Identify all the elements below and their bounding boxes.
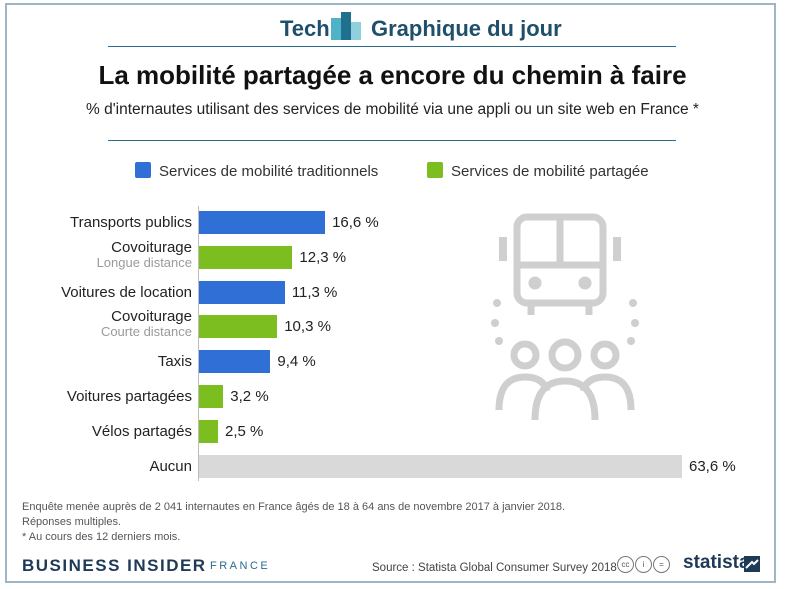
category-label-text: Voitures partagées <box>66 388 192 405</box>
category-label: Transports publics <box>70 214 192 231</box>
data-label: 11,3 % <box>291 283 338 301</box>
category-label-text: Aucun <box>149 457 192 475</box>
legend-swatch-shared <box>427 162 443 178</box>
category-label: Vélos partagés <box>92 423 192 440</box>
source-text: Source : Statista Global Consumer Survey… <box>372 562 617 574</box>
mobility-illustration <box>491 213 639 421</box>
legend-label-shared: Services de mobilité partagée <box>451 163 649 180</box>
legend-item-shared: Services de mobilité partagée <box>427 162 649 180</box>
brand-country: FRANCE <box>210 560 271 572</box>
footnote-period: * Au cours des 12 derniers mois. <box>22 531 181 543</box>
subtitle-divider <box>108 140 676 141</box>
category-sublabel: Longue distance <box>96 254 192 270</box>
cc-icon: cc <box>617 556 634 573</box>
legend-item-traditional: Services de mobilité traditionnels <box>135 162 378 180</box>
category-label: Aucun <box>149 458 192 475</box>
category-label: Voitures partagées <box>67 388 192 405</box>
category-label-text: Taxis <box>157 353 192 371</box>
bar <box>199 419 218 443</box>
header-tech: Tech <box>280 16 330 41</box>
bar <box>199 211 326 234</box>
category-sublabel: Courte distance <box>100 324 192 340</box>
data-label: 9,4 % <box>277 353 316 371</box>
bar <box>199 454 682 478</box>
data-label: 3,2 % <box>230 388 269 405</box>
legend-label-traditional: Services de mobilité traditionnels <box>159 163 379 180</box>
chart-logo-icon <box>331 12 361 40</box>
category-label: Covoiturage Longue distance <box>97 239 192 270</box>
footnote-multiple: Réponses multiples. <box>22 516 122 528</box>
bus-icon <box>499 213 621 315</box>
people-icon <box>495 338 635 421</box>
bar <box>199 280 285 304</box>
category-label-text: Voitures de location <box>61 283 192 301</box>
chart-subtitle: % d'internautes utilisant des services d… <box>86 101 699 118</box>
nd-icon: = <box>653 556 670 573</box>
bar <box>199 245 293 269</box>
category-label-text: Covoiturage <box>111 308 192 326</box>
chart-title: La mobilité partagée a encore du chemin … <box>98 60 687 90</box>
bar <box>199 315 278 339</box>
brand-logo: BUSINESS INSIDER <box>22 556 207 575</box>
statista-mark-icon <box>744 556 760 572</box>
bar <box>199 350 271 374</box>
category-label: Voitures de location <box>61 284 192 301</box>
statista-logo: statista <box>683 552 750 573</box>
footnote-survey: Enquête menée auprès de 2 041 internaute… <box>22 501 566 513</box>
data-label: 10,3 % <box>284 318 331 336</box>
category-label-text: Covoiturage <box>111 238 192 256</box>
data-label: 12,3 % <box>299 248 347 266</box>
legend-swatch-traditional <box>135 162 151 178</box>
infographic-frame <box>5 3 776 583</box>
by-icon: i <box>635 556 652 573</box>
data-label: 2,5 % <box>224 422 264 440</box>
category-label: Covoiturage Courte distance <box>101 308 192 339</box>
header-graphique-du-jour: Graphique du jour <box>371 16 562 41</box>
bar <box>199 385 224 408</box>
header-divider <box>108 46 676 47</box>
category-label-text: Vélos partagés <box>91 422 192 440</box>
category-label: Taxis <box>158 353 192 370</box>
category-label-text: Transports publics <box>70 214 192 231</box>
category-axis-line <box>198 206 199 481</box>
data-label: 63,6 % <box>689 457 736 475</box>
data-label: 16,6 % <box>332 214 379 231</box>
dots-icon <box>491 299 639 345</box>
